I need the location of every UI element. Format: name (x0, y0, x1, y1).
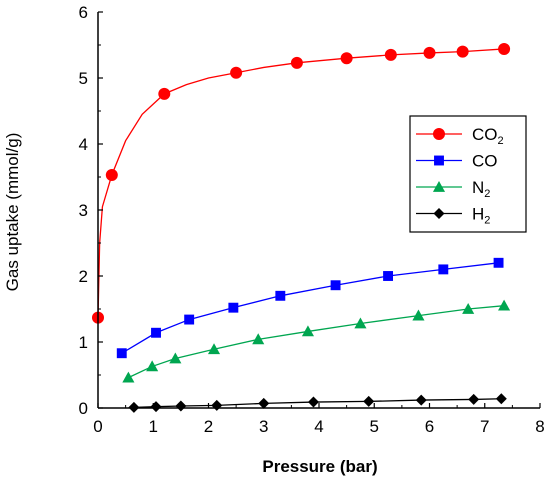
y-tick-label: 4 (79, 135, 88, 154)
data-point (493, 257, 504, 268)
data-point (423, 46, 436, 59)
legend-marker (433, 128, 445, 140)
series-co (116, 257, 504, 359)
legend-marker (434, 155, 444, 166)
data-point (363, 395, 375, 407)
x-tick-label: 0 (93, 417, 102, 436)
data-point (207, 343, 221, 355)
x-tick-label: 7 (480, 417, 489, 436)
data-point (146, 360, 159, 372)
data-point (290, 56, 303, 69)
data-point (211, 399, 223, 411)
legend-marker (433, 208, 445, 219)
data-point (438, 264, 449, 275)
data-point (307, 396, 319, 408)
series-line (121, 262, 499, 354)
legend-entry: N2 (416, 178, 490, 200)
data-point (330, 280, 341, 291)
legend-label: CO (472, 152, 498, 171)
x-tick-label: 5 (370, 417, 379, 436)
legend-label: CO2 (472, 125, 504, 147)
legend-box (409, 115, 527, 233)
data-point (462, 302, 475, 314)
plot-area (92, 42, 511, 413)
series-line (128, 305, 505, 379)
data-point (122, 371, 135, 383)
data-point (151, 327, 161, 338)
series-line (133, 398, 502, 408)
y-tick-label: 0 (79, 399, 88, 418)
series-line (97, 48, 505, 318)
data-point (412, 309, 425, 321)
legend-entry: H2 (416, 205, 490, 227)
y-axis-title: Gas uptake (mmol/g) (3, 133, 22, 292)
data-point (275, 290, 286, 301)
data-point (456, 45, 469, 58)
series-h2 (128, 393, 507, 413)
legend-entry: CO2 (416, 125, 504, 147)
legend-label: N2 (472, 178, 490, 200)
data-point (468, 393, 480, 405)
y-tick-label: 3 (79, 201, 88, 220)
x-tick-label: 2 (204, 417, 213, 436)
data-point (252, 333, 265, 345)
data-point (228, 302, 239, 313)
y-tick-label: 5 (79, 69, 88, 88)
data-point (150, 401, 162, 413)
x-tick-label: 6 (425, 417, 434, 436)
x-tick-label: 1 (149, 417, 158, 436)
data-point (384, 48, 397, 61)
data-point (340, 52, 353, 65)
series-co2 (92, 42, 511, 324)
y-tick-label: 2 (79, 267, 88, 286)
data-point (415, 394, 427, 406)
x-tick-label: 8 (535, 417, 544, 436)
legend-entry: CO (416, 152, 498, 171)
x-tick-label: 4 (314, 417, 323, 436)
data-point (230, 66, 243, 79)
x-tick-label: 3 (259, 417, 268, 436)
data-point (301, 325, 314, 337)
data-point (158, 87, 171, 100)
data-point (105, 169, 118, 182)
x-axis-title: Pressure (bar) (262, 457, 377, 476)
data-point (184, 314, 195, 325)
data-point (354, 317, 367, 329)
data-point (383, 271, 394, 281)
data-point (495, 393, 507, 405)
legend-marker (432, 180, 446, 192)
legend-label: H2 (472, 205, 490, 227)
data-point (498, 42, 511, 55)
y-tick-label: 1 (79, 333, 88, 352)
data-point (116, 348, 127, 359)
legend: CO2 CO N2 H2 (409, 115, 527, 233)
data-point (169, 352, 182, 364)
axes: 0 1 2 3 4 5 6 7 8 0 1 2 3 4 5 6 (79, 3, 545, 436)
series-n2 (122, 299, 511, 383)
y-tick-label: 6 (79, 3, 88, 22)
data-point (498, 299, 511, 311)
